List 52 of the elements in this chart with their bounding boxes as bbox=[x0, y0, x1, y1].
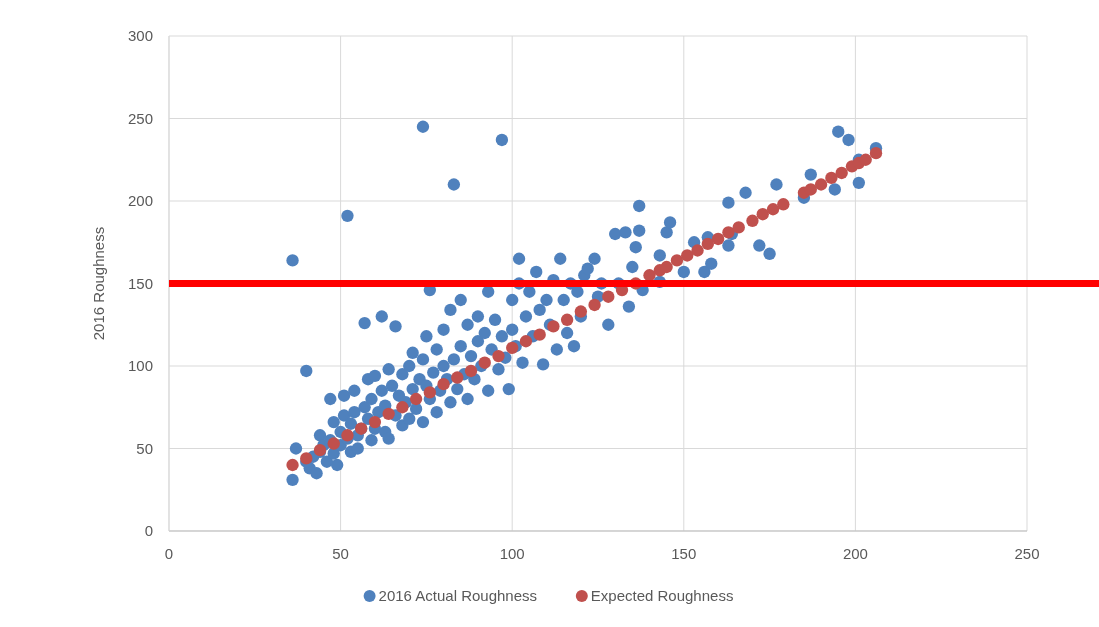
point bbox=[519, 335, 533, 348]
point bbox=[478, 356, 491, 369]
point bbox=[732, 221, 745, 234]
point bbox=[766, 203, 780, 216]
point bbox=[777, 198, 790, 211]
x-tick-label: 150 bbox=[671, 545, 697, 562]
point bbox=[602, 290, 615, 303]
point bbox=[746, 214, 759, 227]
point bbox=[691, 244, 704, 257]
point bbox=[492, 349, 505, 363]
y-axis-title: 2016 Roughness bbox=[90, 226, 107, 341]
point bbox=[286, 458, 299, 472]
y-tick-label: 300 bbox=[127, 27, 153, 44]
point bbox=[423, 386, 437, 399]
point bbox=[437, 377, 450, 391]
point bbox=[533, 328, 546, 341]
x-tick-label: 50 bbox=[332, 545, 349, 562]
y-tick-label: 0 bbox=[144, 522, 153, 539]
point bbox=[711, 232, 725, 246]
point bbox=[382, 407, 395, 421]
point bbox=[547, 320, 560, 333]
point bbox=[670, 254, 684, 267]
x-tick-label: 250 bbox=[1014, 545, 1040, 562]
point bbox=[396, 401, 409, 414]
point bbox=[451, 371, 464, 384]
point bbox=[869, 146, 883, 160]
point bbox=[681, 249, 694, 262]
point bbox=[756, 208, 769, 221]
y-tick-label: 250 bbox=[127, 109, 153, 127]
x-tick-label: 200 bbox=[842, 545, 868, 562]
point bbox=[464, 364, 478, 378]
point bbox=[368, 415, 382, 429]
y-tick-label: 200 bbox=[127, 192, 153, 209]
legend-label: 2016 Actual Roughness bbox=[378, 587, 538, 604]
legend-label: Expected Roughness bbox=[590, 587, 734, 604]
point bbox=[560, 313, 574, 326]
point bbox=[814, 178, 828, 191]
point bbox=[835, 166, 848, 180]
x-tick-label: 100 bbox=[499, 545, 525, 562]
y-tick-label: 50 bbox=[136, 439, 153, 457]
point bbox=[588, 298, 601, 312]
point bbox=[701, 237, 714, 251]
y-tick-label: 150 bbox=[127, 274, 153, 292]
point bbox=[574, 305, 588, 318]
point bbox=[409, 392, 423, 406]
y-tick-label: 100 bbox=[127, 357, 153, 374]
point bbox=[660, 260, 673, 274]
point bbox=[859, 153, 872, 166]
point bbox=[825, 171, 838, 185]
point bbox=[722, 226, 735, 239]
x-tick-label: 0 bbox=[164, 545, 174, 562]
point bbox=[804, 183, 817, 196]
